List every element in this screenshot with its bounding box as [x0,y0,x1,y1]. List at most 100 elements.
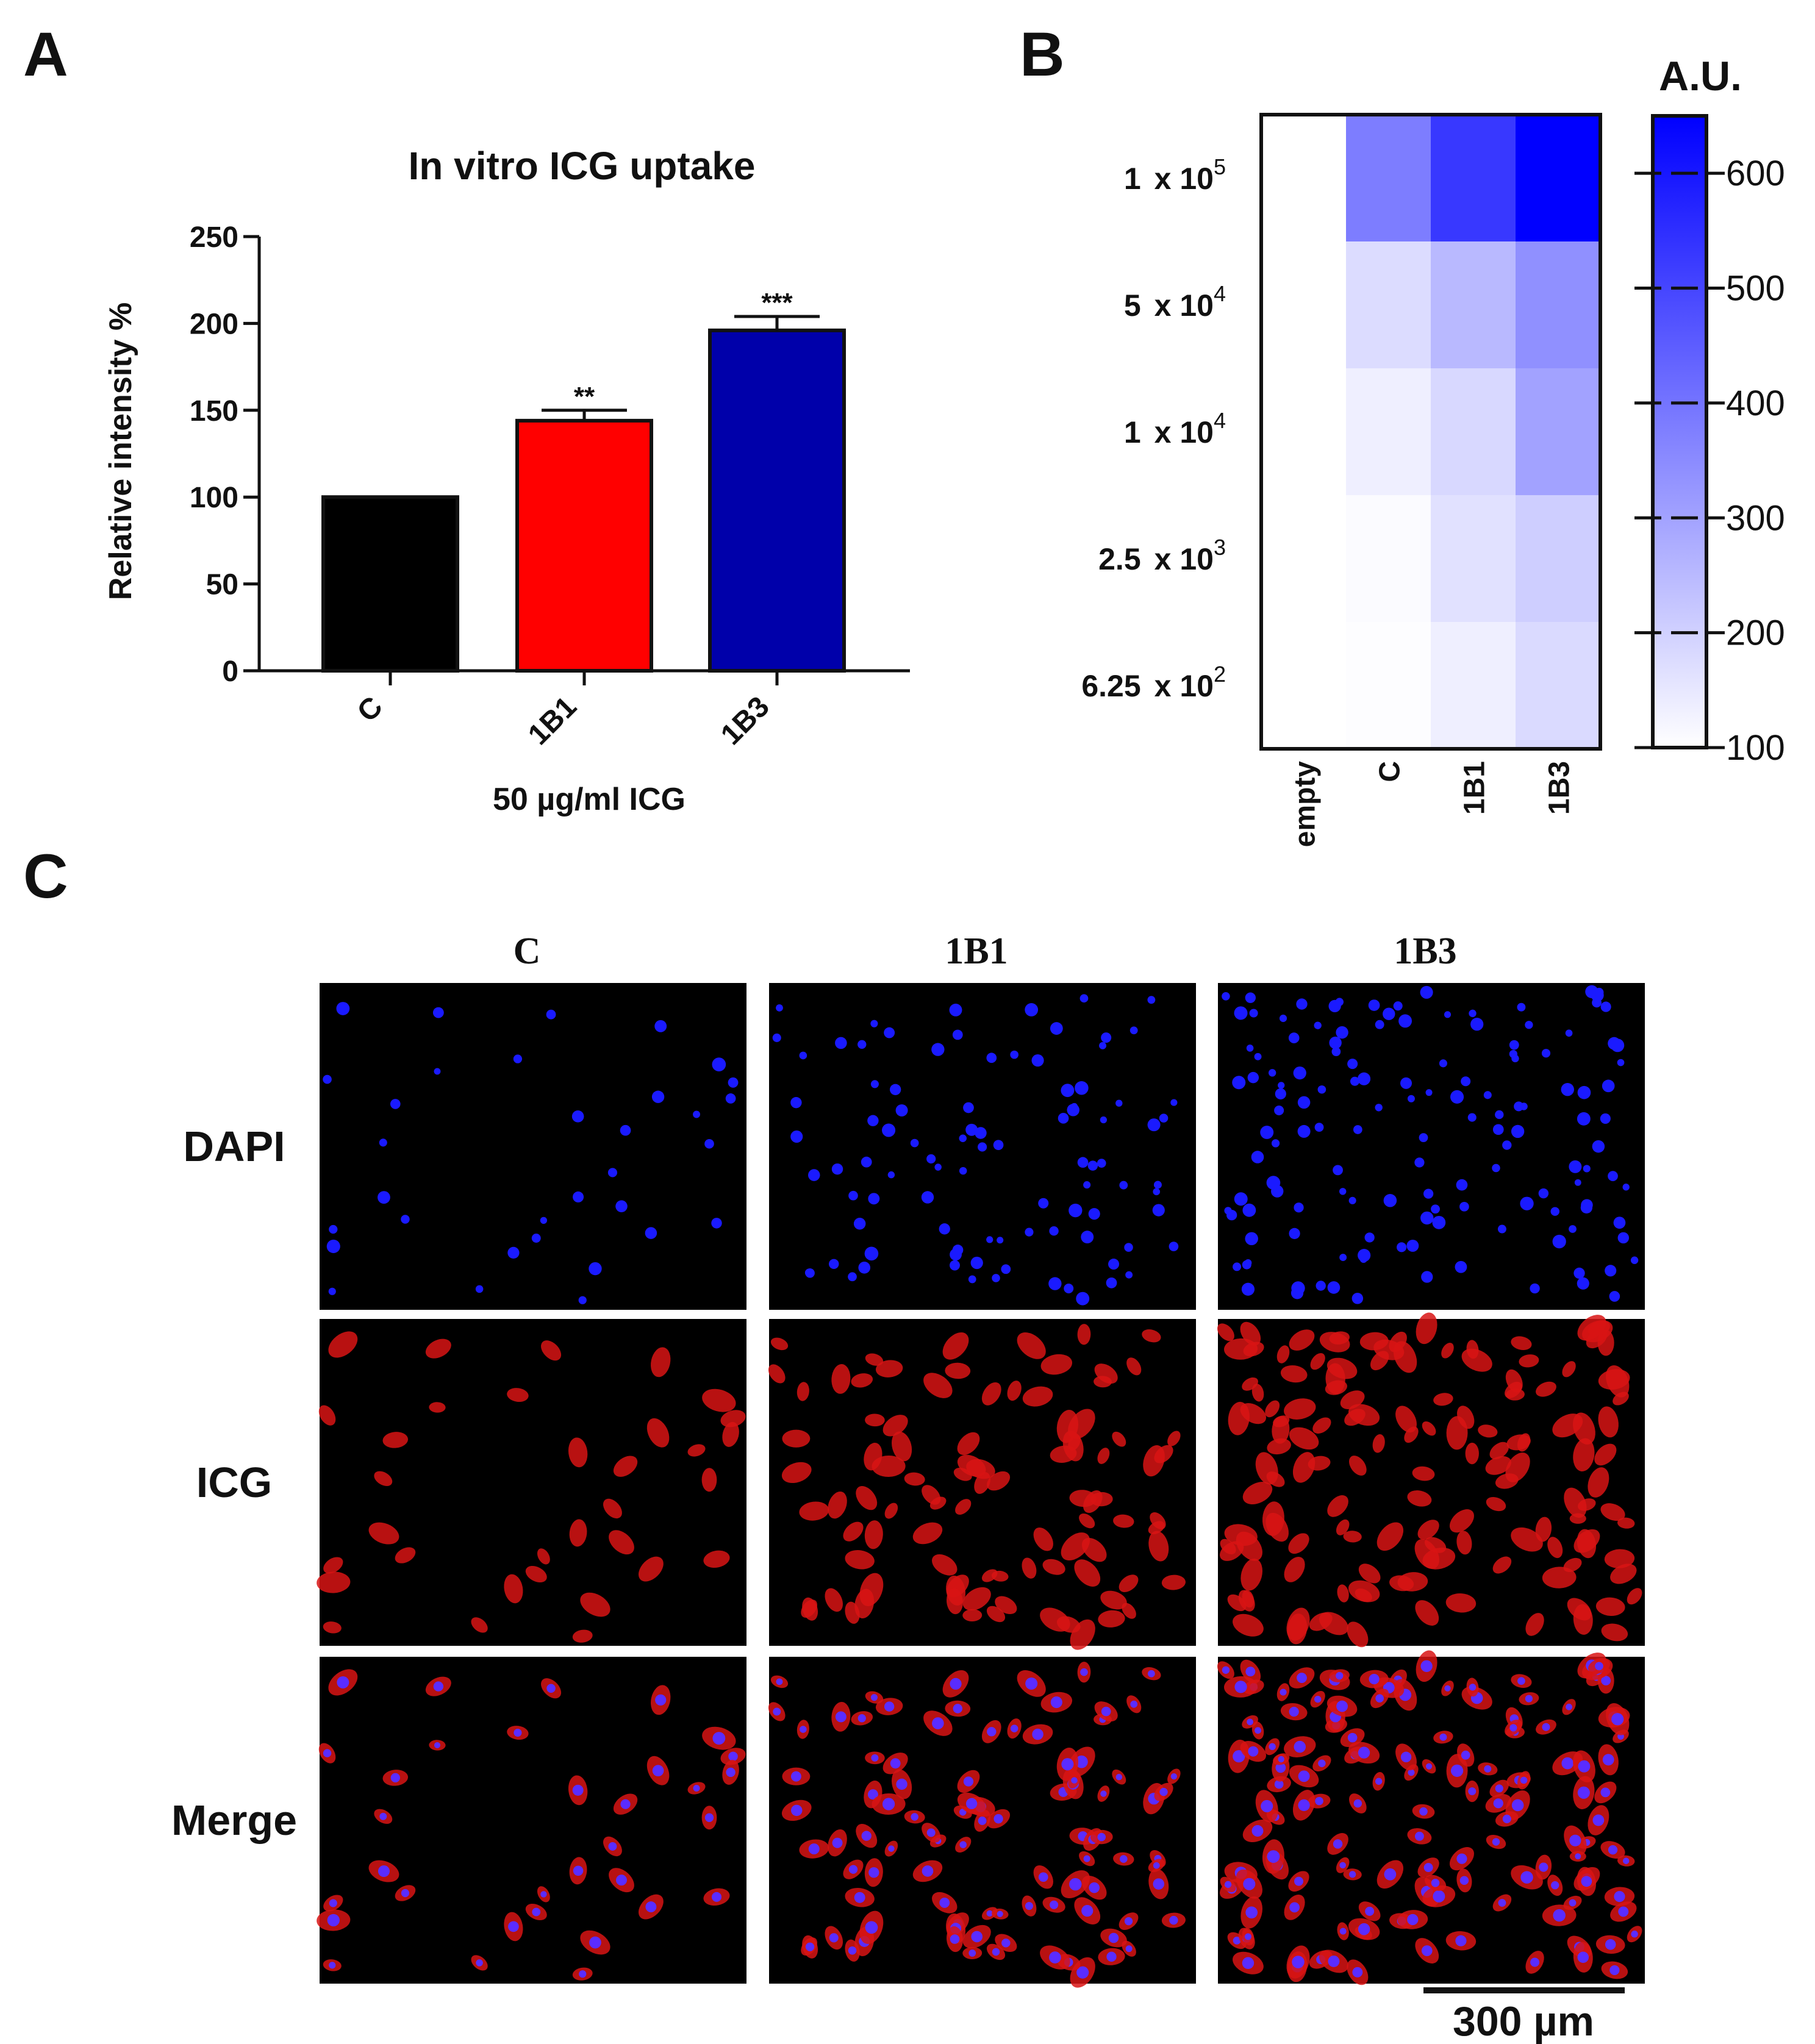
cell-body [1465,1442,1479,1465]
nucleus [1242,1203,1256,1217]
nucleus [1347,1059,1358,1070]
nucleus [434,1742,440,1748]
nucleus [390,1773,400,1783]
cell-body [1343,1531,1362,1543]
nucleus [926,1154,936,1164]
cell-body [864,1520,883,1549]
nucleus [1315,1796,1323,1806]
cell-body [962,1587,991,1611]
nucleus [1025,1677,1038,1690]
nucleus [1297,1096,1311,1109]
nucleus [578,1296,587,1304]
heatmap-column-label: 1B1 [1459,761,1491,815]
nucleus [1294,1876,1303,1886]
nucleus [953,1704,962,1713]
cell-body [720,1410,746,1428]
nucleus [693,1110,700,1118]
panel-a: A In vitro ICG uptake 0 50 100 150 200 250 **… [23,20,910,817]
cell-body [1042,1559,1065,1575]
cell-body [1466,1340,1479,1359]
nucleus [1169,1242,1179,1251]
cell-body [1167,1431,1181,1446]
nucleus [1243,1878,1256,1890]
micrograph-icg-c [317,1319,746,1646]
cell-body [1074,1559,1101,1587]
row-label-exponent: 4 [1214,281,1226,306]
nucleus [1530,1283,1540,1294]
x-tick-label: 1B3 [715,690,776,751]
nucleus [1318,1759,1326,1767]
nucleus [835,1037,847,1049]
cell-body [1098,1610,1125,1628]
nucleus [848,1865,858,1874]
nucleus [1614,1891,1625,1903]
nucleus [645,1227,657,1239]
nucleus [1594,987,1604,997]
nucleus [1425,1089,1433,1096]
cell-body [770,1337,789,1351]
nucleus [790,1130,803,1143]
nucleus [1224,1881,1232,1889]
nucleus [1130,1700,1138,1708]
nucleus [1520,1102,1528,1110]
nucleus [1249,1009,1258,1018]
nucleus [1613,1217,1626,1229]
nucleus [832,1837,843,1848]
cell-body [374,1471,393,1486]
nucleus [514,1729,522,1737]
nucleus [790,1771,801,1782]
nucleus [1406,1240,1419,1252]
cell-body [1056,1410,1079,1443]
nucleus [864,1246,879,1261]
cell-body [1319,1612,1348,1635]
heatmap-cell [1431,368,1516,496]
nucleus [1233,1937,1241,1945]
scale-bar-label: 300 µm [1453,1998,1594,2044]
heatmap-cells [1261,115,1601,749]
nucleus [728,1751,738,1762]
cell-body [1347,1621,1369,1648]
cell-body [1456,1531,1472,1555]
nucleus [790,1096,802,1109]
cell-body [865,1353,884,1366]
nucleus [1251,1151,1264,1163]
row-label-times-ten: x 10 [1155,162,1214,196]
nucleus [1108,1259,1120,1270]
nucleus [1407,1914,1419,1926]
nucleus [432,1007,444,1018]
cell-body [1424,1537,1447,1553]
nucleus [808,1169,820,1181]
nucleus [1609,1291,1620,1302]
cell-body [568,1437,588,1468]
cell-body [541,1340,562,1361]
cell-body [722,1421,739,1447]
heatmap-cell [1261,368,1347,496]
row-label-mantissa: 2.5 [1098,542,1141,576]
nucleus [1075,1755,1088,1768]
nucleus [1375,1694,1384,1703]
nucleus [1600,1001,1611,1012]
nucleus [1089,1882,1100,1893]
nucleus [1159,1113,1169,1123]
nucleus [1328,1955,1340,1967]
y-tick-label: 0 [222,656,238,688]
nucleus [1244,1259,1252,1267]
cell-body [1563,1557,1582,1573]
nucleus [1025,1003,1039,1017]
nucleus [401,1215,410,1224]
heatmap-cell [1261,241,1347,369]
bars: ***** [321,288,846,673]
nucleus [1542,1723,1550,1731]
nucleus [1255,1727,1262,1734]
nucleus [1393,1001,1403,1011]
nucleus [968,1949,976,1957]
nucleus [887,1171,895,1179]
nucleus [1566,1703,1572,1710]
nucleus [1583,1165,1591,1173]
nucleus [329,1224,338,1234]
heatmap-row-label: 2.5 x 103 [1098,535,1226,576]
nucleus [476,1959,483,1967]
nucleus [616,1874,627,1886]
cell-body [1022,1386,1053,1407]
cell-body [1022,1557,1037,1579]
